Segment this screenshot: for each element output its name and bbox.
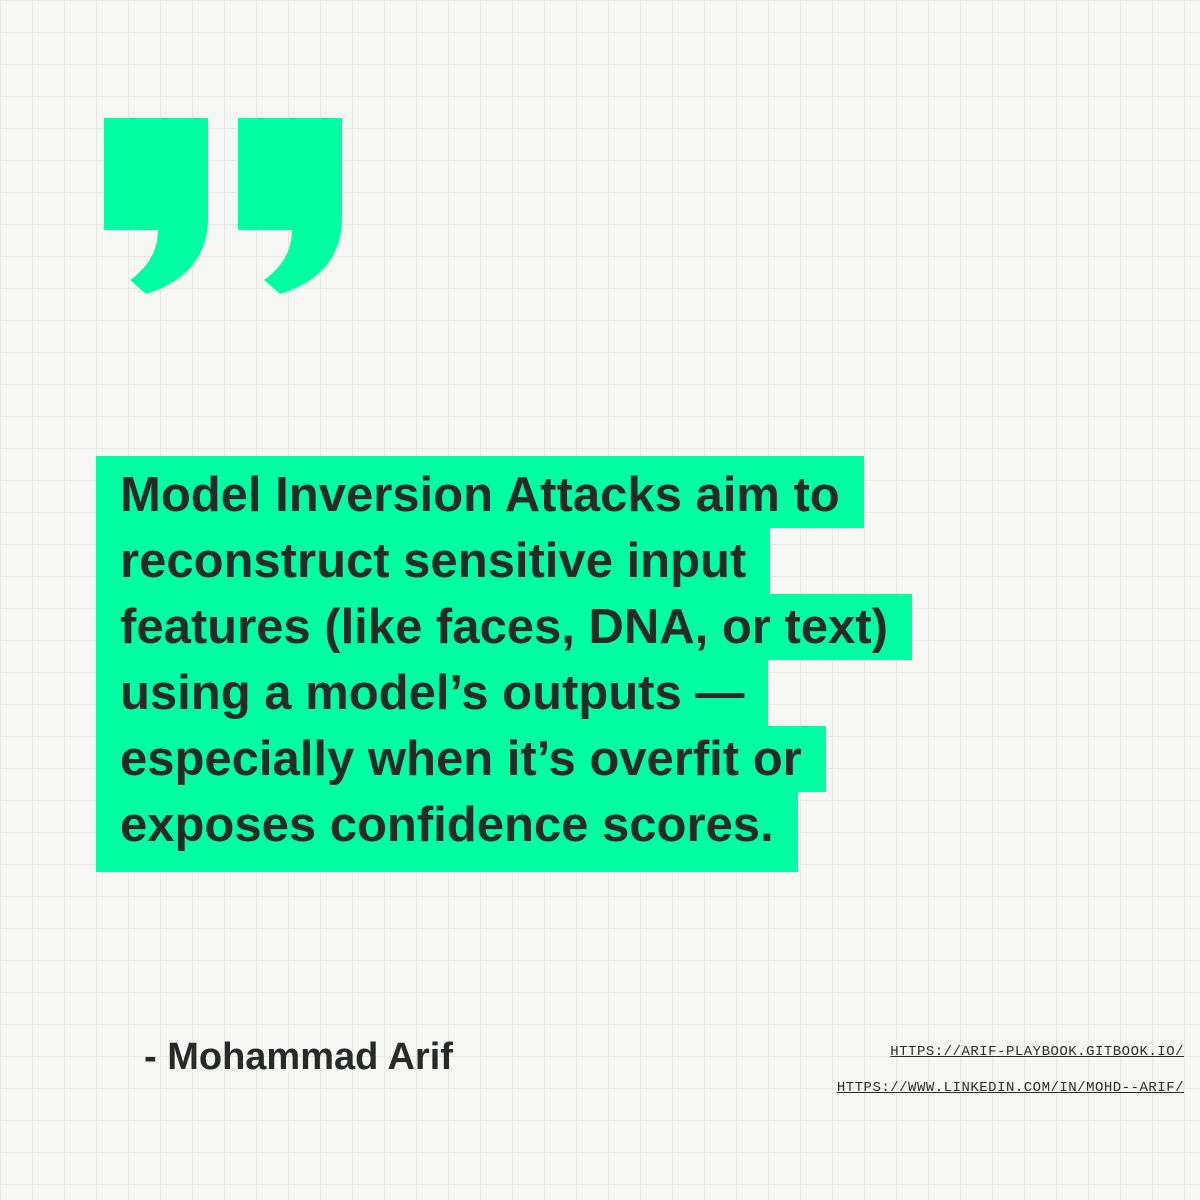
- links-block: HTTPS://ARIF-PLAYBOOK.GITBOOK.IO/ HTTPS:…: [837, 1043, 1184, 1097]
- quote-block: Model Inversion Attacks aim to reconstru…: [96, 456, 1156, 872]
- quote-line: using a model’s outputs —: [96, 660, 769, 726]
- quote-line: Model Inversion Attacks aim to: [96, 456, 864, 528]
- quote-line: features (like faces, DNA, or text): [96, 594, 912, 660]
- linkedin-link[interactable]: HTTPS://WWW.LINKEDIN.COM/IN/MOHD--ARIF/: [836, 1080, 1184, 1096]
- closing-quote-icon: [104, 118, 342, 294]
- quote-line: reconstruct sensitive input: [96, 528, 771, 594]
- gitbook-link[interactable]: HTTPS://ARIF-PLAYBOOK.GITBOOK.IO/: [890, 1044, 1184, 1060]
- quote-line: exposes confidence scores.: [96, 792, 798, 872]
- author-attribution: - Mohammad Arif: [144, 1036, 453, 1078]
- quote-line: especially when it’s overfit or: [96, 726, 826, 792]
